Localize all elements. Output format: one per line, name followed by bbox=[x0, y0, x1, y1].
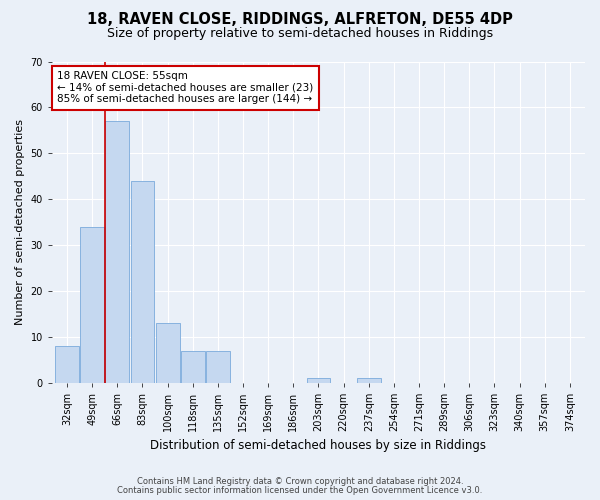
Bar bbox=[155, 323, 179, 383]
Bar bbox=[181, 350, 205, 383]
Bar bbox=[131, 181, 154, 383]
Text: 18, RAVEN CLOSE, RIDDINGS, ALFRETON, DE55 4DP: 18, RAVEN CLOSE, RIDDINGS, ALFRETON, DE5… bbox=[87, 12, 513, 28]
Text: Contains HM Land Registry data © Crown copyright and database right 2024.: Contains HM Land Registry data © Crown c… bbox=[137, 477, 463, 486]
Bar bbox=[206, 350, 230, 383]
X-axis label: Distribution of semi-detached houses by size in Riddings: Distribution of semi-detached houses by … bbox=[151, 440, 487, 452]
Text: 18 RAVEN CLOSE: 55sqm
← 14% of semi-detached houses are smaller (23)
85% of semi: 18 RAVEN CLOSE: 55sqm ← 14% of semi-deta… bbox=[57, 71, 314, 104]
Text: Size of property relative to semi-detached houses in Riddings: Size of property relative to semi-detach… bbox=[107, 28, 493, 40]
Y-axis label: Number of semi-detached properties: Number of semi-detached properties bbox=[15, 119, 25, 325]
Bar bbox=[80, 226, 104, 383]
Bar bbox=[357, 378, 381, 383]
Text: Contains public sector information licensed under the Open Government Licence v3: Contains public sector information licen… bbox=[118, 486, 482, 495]
Bar bbox=[307, 378, 331, 383]
Bar bbox=[55, 346, 79, 383]
Bar bbox=[106, 121, 129, 383]
